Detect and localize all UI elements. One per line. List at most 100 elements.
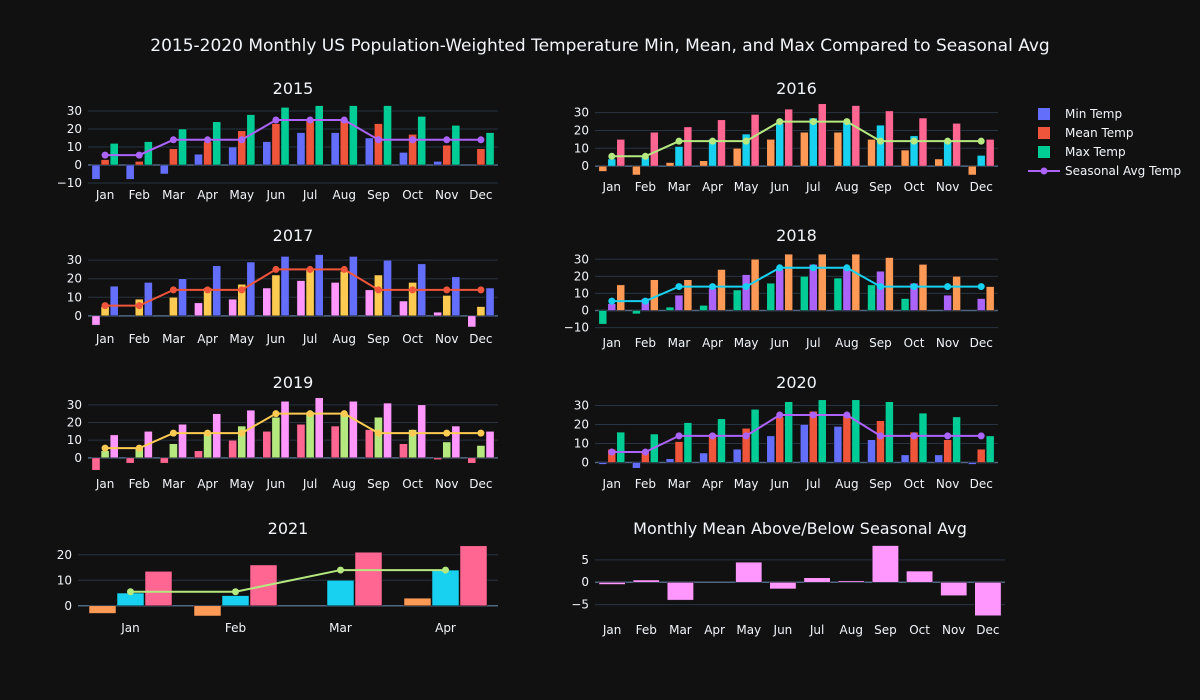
y-tick-label: 10 [67,290,82,304]
panel-2018: 2018 −10 0 10 20 30 Jan Feb Mar Apr May Jun Jul Aug Se… [564,226,998,350]
bar [383,402,392,459]
x-tick-label: Apr [702,336,723,350]
seasonal-avg-point [238,286,246,294]
seasonal-avg-point [135,444,143,452]
bar [134,161,144,166]
x-tick-label: Oct [402,188,423,202]
x-tick-label: Jan [120,621,140,635]
bar [246,261,256,317]
bar [851,105,861,167]
legend-item-seasonal-avg-temp[interactable]: Seasonal Avg Temp [1028,164,1181,178]
bar [403,597,432,607]
seasonal-avg-point [977,137,985,145]
y-tick-label: 30 [574,252,589,266]
bar [842,414,852,463]
bar [818,399,827,463]
bar [476,445,486,459]
seasonal-avg-line [611,120,982,158]
bar [305,269,315,317]
subplot-title: 2016 [776,79,817,98]
bar [451,425,461,459]
series-min-temp [91,424,477,471]
seasonal-avg-point [742,432,750,440]
x-tick-label: Mar [668,477,691,491]
bar [399,443,408,459]
seasonal-avg-point [340,116,348,124]
x-tick-label: Dec [970,477,993,491]
seasonal-avg-point [443,286,451,294]
legend-item-mean-temp[interactable]: Mean Temp [1038,126,1134,140]
series-mean-temp [100,119,486,166]
bar [833,277,843,311]
series-mean-above-below-seasonal-avg [598,545,1002,617]
legend[interactable]: Min Temp Mean Temp Max Temp Seasonal Avg Te… [1028,107,1181,178]
y-tick-label: 10 [574,141,589,155]
seasonal-avg-point [477,136,485,144]
bar [885,110,894,167]
bar [900,149,910,167]
bar [194,302,203,317]
bar [867,284,876,311]
bar [952,123,961,167]
bar [228,146,237,166]
seasonal-avg-point [238,136,246,144]
y-tick-label: 30 [574,106,589,120]
panel-monthly-mean-above-below-seasonal-avg: Monthly Mean Above/Below Seasonal Avg −5 0… [571,519,1005,637]
x-tick-label: Dec [970,336,993,350]
x-tick-label: Mar [162,332,185,346]
x-tick-label: Mar [329,621,352,635]
seasonal-avg-point [876,137,884,145]
x-tick-label: May [734,336,759,350]
bar [169,443,178,459]
bar [934,158,943,167]
bar [262,431,272,459]
seasonal-avg-point [306,410,314,418]
y-tick-label: 30 [67,253,82,267]
bar [280,401,290,459]
seasonal-avg-point [306,116,314,124]
bar [876,124,885,167]
x-tick-label: Sep [874,623,897,637]
seasonal-avg-point [238,429,246,437]
x-tick-label: May [229,477,254,491]
seasonal-avg-point [641,152,649,160]
bar [296,424,306,459]
x-tick-label: Feb [225,621,246,635]
bar [125,164,135,180]
x-tick-label: Jan [602,623,622,637]
seasonal-avg-point [809,264,817,272]
bar [160,164,169,175]
subplot-title: 2020 [776,373,817,392]
bar [900,298,910,311]
bar [296,132,306,166]
seasonal-avg-point [101,444,109,452]
bar [809,410,818,463]
y-tick-label: 20 [574,123,589,137]
bar [674,146,684,167]
series-min-temp [598,424,977,469]
x-tick-label: Nov [435,477,458,491]
seasonal-avg-point [641,297,649,305]
x-tick-label: Jun [266,188,286,202]
seasonal-avg-point [135,302,143,310]
series-min-temp [91,280,477,328]
legend-item-min-temp[interactable]: Min Temp [1038,107,1122,121]
bar [943,294,952,311]
bar [330,132,340,166]
bar [349,401,358,459]
bar [809,264,818,311]
bar [178,278,187,317]
seasonal-avg-point [443,136,451,144]
panel-2021: 2021 0 10 20 Jan Feb Mar Apr [57,519,498,635]
bar [399,152,408,166]
bar [339,413,349,459]
bar [769,581,797,590]
bar [952,416,961,463]
bar [775,416,784,463]
bar [885,257,894,311]
seasonal-avg-point [675,432,683,440]
legend-item-max-temp[interactable]: Max Temp [1038,145,1126,159]
seasonal-avg-point [709,137,717,145]
bar [872,545,899,583]
seasonal-avg-point [272,116,280,124]
